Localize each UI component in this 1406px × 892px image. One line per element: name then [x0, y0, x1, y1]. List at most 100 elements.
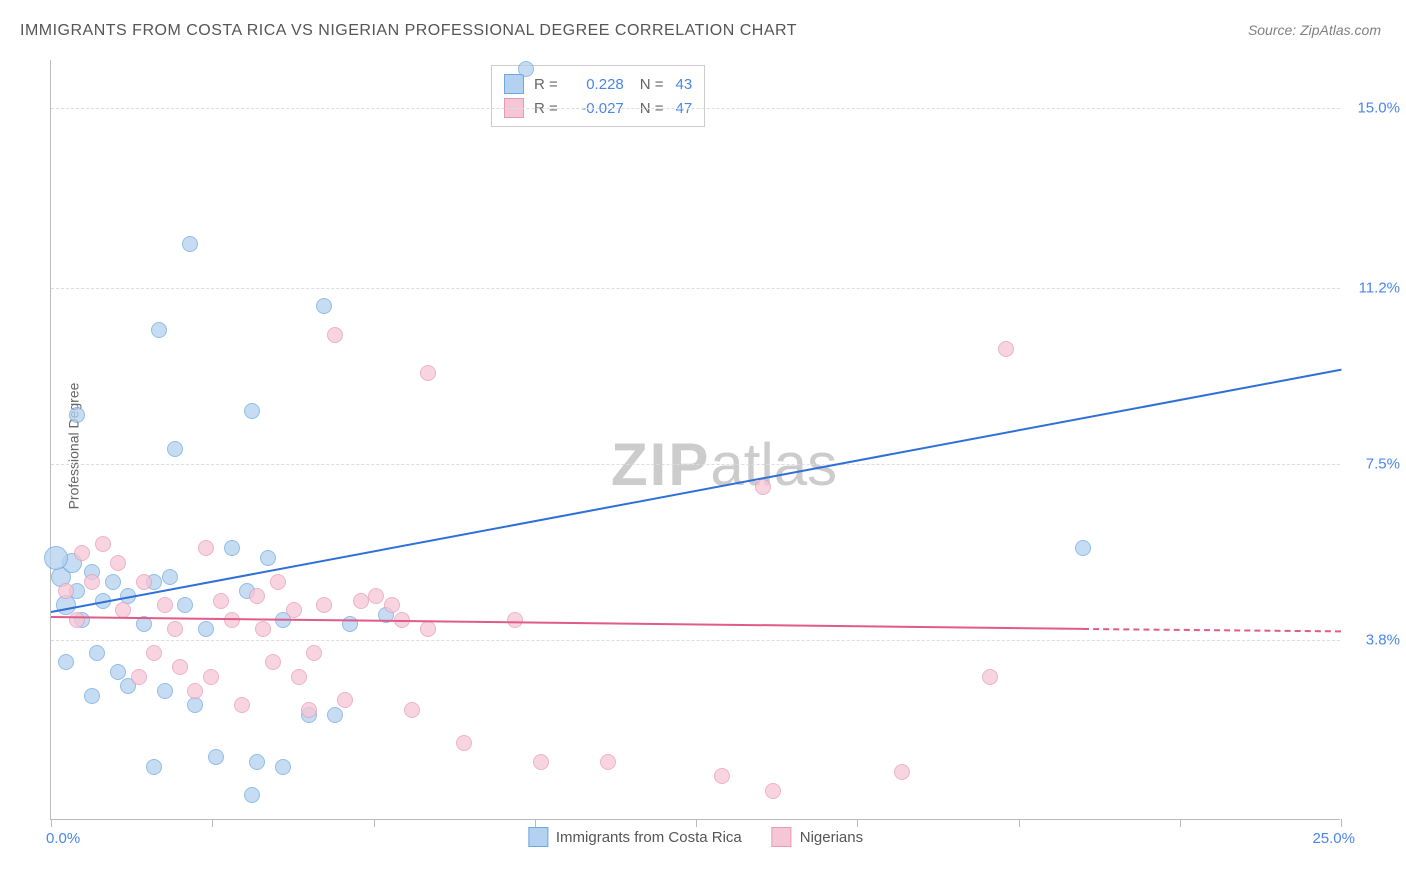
scatter-point: [301, 702, 317, 718]
chart-container: IMMIGRANTS FROM COSTA RICA VS NIGERIAN P…: [0, 0, 1406, 892]
scatter-point: [755, 479, 771, 495]
scatter-point: [69, 612, 85, 628]
scatter-point: [187, 697, 203, 713]
x-tick: [374, 819, 375, 827]
scatter-point: [600, 754, 616, 770]
scatter-point: [270, 574, 286, 590]
n-label: N =: [640, 76, 664, 93]
x-axis-start-label: 0.0%: [46, 830, 80, 847]
scatter-point: [136, 574, 152, 590]
scatter-point: [244, 787, 260, 803]
scatter-point: [286, 602, 302, 618]
scatter-point: [249, 754, 265, 770]
scatter-point: [44, 546, 68, 570]
gridline: [51, 464, 1340, 465]
scatter-point: [74, 545, 90, 561]
x-tick: [857, 819, 858, 827]
scatter-point: [404, 702, 420, 718]
legend-series-label: Nigerians: [800, 829, 863, 846]
scatter-point: [384, 597, 400, 613]
r-label: R =: [534, 76, 558, 93]
scatter-point: [327, 327, 343, 343]
x-tick: [51, 819, 52, 827]
scatter-point: [208, 749, 224, 765]
legend-swatch: [772, 827, 792, 847]
scatter-point: [105, 574, 121, 590]
x-tick: [212, 819, 213, 827]
chart-title: IMMIGRANTS FROM COSTA RICA VS NIGERIAN P…: [20, 22, 797, 40]
scatter-point: [265, 654, 281, 670]
scatter-point: [420, 621, 436, 637]
scatter-point: [213, 593, 229, 609]
scatter-point: [456, 735, 472, 751]
scatter-point: [316, 597, 332, 613]
scatter-point: [95, 536, 111, 552]
scatter-point: [316, 298, 332, 314]
legend-swatch: [528, 827, 548, 847]
source-attribution: Source: ZipAtlas.com: [1248, 22, 1381, 38]
scatter-point: [327, 707, 343, 723]
scatter-point: [89, 645, 105, 661]
scatter-point: [131, 669, 147, 685]
scatter-point: [244, 403, 260, 419]
scatter-point: [58, 583, 74, 599]
scatter-point: [255, 621, 271, 637]
scatter-point: [982, 669, 998, 685]
x-tick: [1019, 819, 1020, 827]
scatter-point: [198, 621, 214, 637]
legend-series-item: Immigrants from Costa Rica: [528, 827, 742, 847]
legend-series-item: Nigerians: [772, 827, 863, 847]
n-value: 43: [676, 76, 693, 93]
trend-line: [1083, 628, 1341, 632]
r-value: 0.228: [564, 76, 624, 93]
scatter-point: [162, 569, 178, 585]
scatter-point: [368, 588, 384, 604]
trend-line: [51, 369, 1341, 613]
scatter-point: [146, 645, 162, 661]
scatter-point: [1075, 540, 1091, 556]
scatter-point: [337, 692, 353, 708]
legend-swatch: [504, 74, 524, 94]
scatter-point: [187, 683, 203, 699]
gridline: [51, 640, 1340, 641]
x-tick: [1180, 819, 1181, 827]
scatter-point: [110, 664, 126, 680]
scatter-point: [234, 697, 250, 713]
scatter-point: [146, 759, 162, 775]
scatter-point: [177, 597, 193, 613]
scatter-point: [894, 764, 910, 780]
scatter-point: [203, 669, 219, 685]
y-tick-label: 7.5%: [1366, 455, 1400, 472]
y-tick-label: 15.0%: [1357, 99, 1400, 116]
scatter-point: [84, 688, 100, 704]
scatter-point: [198, 540, 214, 556]
scatter-point: [182, 236, 198, 252]
scatter-point: [69, 407, 85, 423]
scatter-point: [84, 574, 100, 590]
scatter-point: [224, 540, 240, 556]
scatter-point: [765, 783, 781, 799]
gridline: [51, 288, 1340, 289]
scatter-point: [151, 322, 167, 338]
scatter-point: [998, 341, 1014, 357]
series-legend: Immigrants from Costa Rica Nigerians: [528, 827, 863, 847]
scatter-point: [157, 597, 173, 613]
x-tick: [535, 819, 536, 827]
scatter-point: [167, 621, 183, 637]
x-axis-end-label: 25.0%: [1312, 830, 1355, 847]
plot-area: ZIPatlas R =0.228N =43R =-0.027N =47 0.0…: [50, 60, 1340, 820]
scatter-point: [249, 588, 265, 604]
scatter-point: [420, 365, 436, 381]
x-tick: [1341, 819, 1342, 827]
scatter-point: [507, 612, 523, 628]
scatter-point: [353, 593, 369, 609]
scatter-point: [275, 759, 291, 775]
scatter-point: [306, 645, 322, 661]
scatter-point: [157, 683, 173, 699]
scatter-point: [167, 441, 183, 457]
legend-series-label: Immigrants from Costa Rica: [556, 829, 742, 846]
y-tick-label: 3.8%: [1366, 631, 1400, 648]
scatter-point: [533, 754, 549, 770]
scatter-point: [115, 602, 131, 618]
scatter-point: [714, 768, 730, 784]
